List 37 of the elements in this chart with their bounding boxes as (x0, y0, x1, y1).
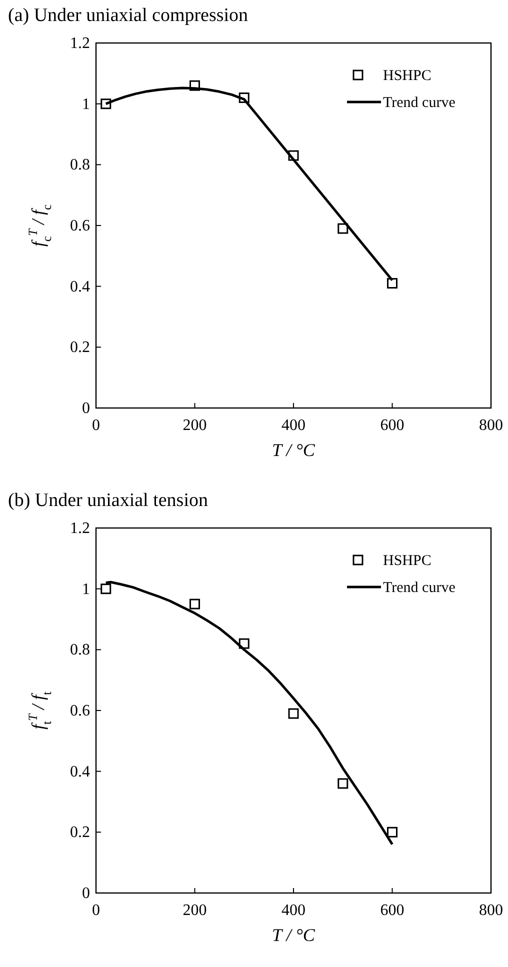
x-tick-label: 600 (380, 417, 404, 434)
y-tick-label: 1.2 (70, 520, 90, 537)
chart-title: (b) Under uniaxial tension (8, 490, 208, 511)
legend-label: Trend curve (383, 580, 456, 596)
point (100, 584, 112, 594)
point (387, 826, 398, 838)
y-tick-label: 0 (82, 885, 90, 902)
y-tick-label: 0.2 (70, 824, 90, 842)
y-tick-label: 0.8 (70, 642, 90, 659)
y-tick-label: 1 (82, 96, 90, 113)
legend-label: Trend curve (383, 95, 456, 111)
legend-label: HSHPC (383, 68, 432, 84)
x-tick-label: 200 (182, 417, 207, 434)
y-tick-label: 0.2 (70, 339, 90, 356)
y-tick-label: 1 (82, 580, 90, 598)
point (190, 598, 200, 610)
x-tick-label: 400 (282, 417, 306, 434)
y-tick-label: 0.6 (70, 702, 90, 720)
point (338, 223, 348, 234)
chart-title: (a) Under uniaxial compression (8, 5, 249, 26)
y-tick-label: 0.4 (70, 278, 90, 296)
y-tick-label: 0.4 (70, 763, 90, 780)
x-tick-label: 400 (282, 902, 306, 919)
point (387, 278, 398, 289)
legend-label: HSHPC (383, 553, 432, 569)
x-tick-label: 800 (479, 902, 503, 919)
x-tick-label: 600 (380, 902, 404, 919)
x-tick-label: 200 (182, 902, 207, 919)
point (338, 778, 348, 789)
x-axis-title: T / °C (272, 925, 316, 945)
y-tick-label: 1.2 (70, 35, 90, 52)
x-tick-label: 800 (479, 417, 503, 434)
y-tick-label: 0 (82, 400, 90, 417)
point (288, 708, 299, 719)
y-tick-label: 0.6 (70, 218, 90, 234)
y-tick-label: 0.8 (70, 156, 90, 174)
x-axis-title: T / °C (272, 440, 316, 460)
